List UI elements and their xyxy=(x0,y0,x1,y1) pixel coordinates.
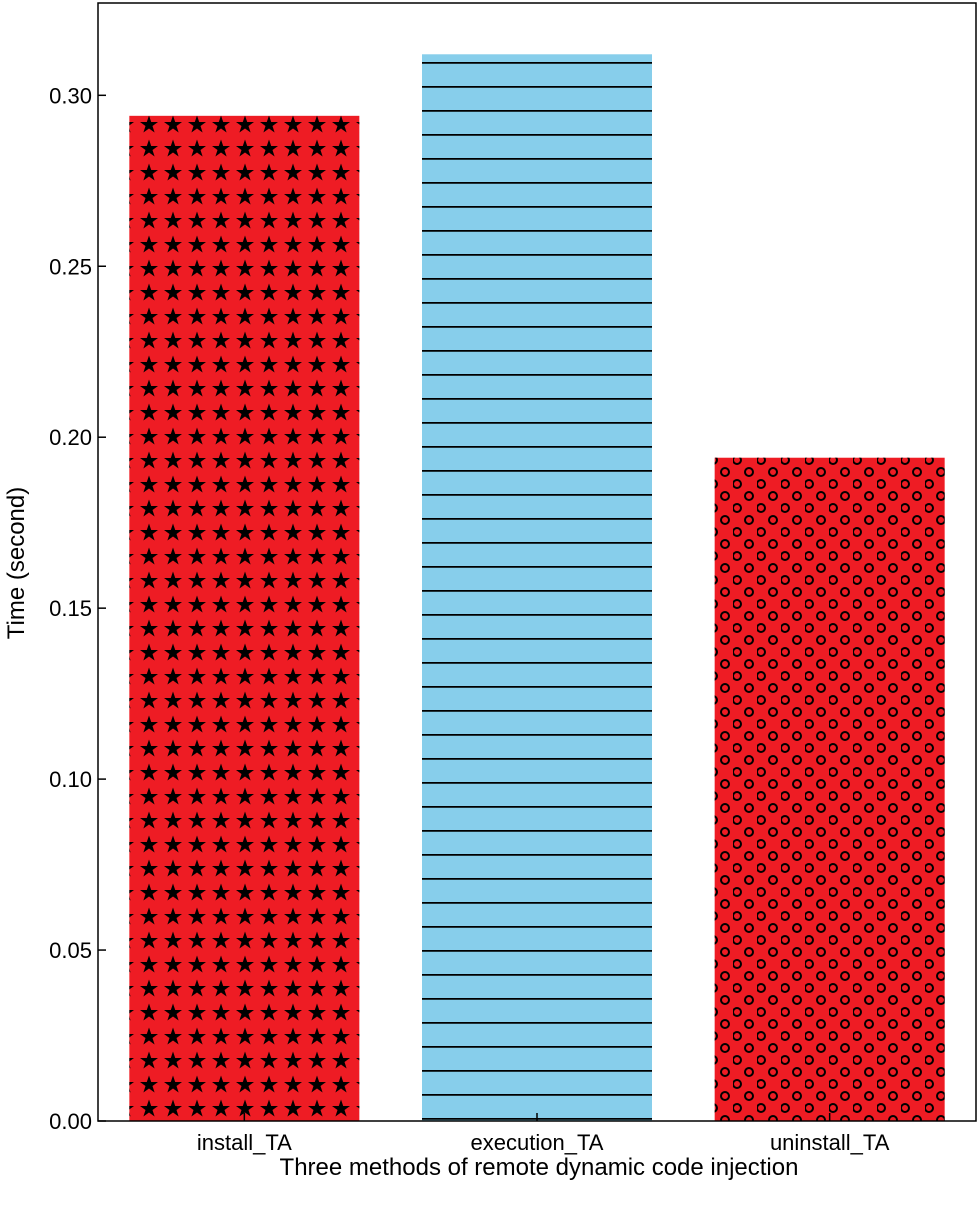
y-tick-label: 0.00 xyxy=(49,1109,92,1134)
y-axis-title: Time (second) xyxy=(3,487,30,639)
bar-pattern-uninstall_TA xyxy=(714,457,945,1122)
x-tick-label: execution_TA xyxy=(471,1130,604,1155)
plot-frame xyxy=(97,2,977,1122)
x-tick-label: install_TA xyxy=(197,1130,292,1155)
y-axis: 0.00 0.05 0.10 0.15 0.20 0.25 0.30 xyxy=(49,83,106,1134)
bar-pattern-execution_TA xyxy=(422,54,652,1121)
y-tick-label: 0.30 xyxy=(49,83,92,108)
y-tick-label: 0.05 xyxy=(49,938,92,963)
y-tick-label: 0.10 xyxy=(49,767,92,792)
bar-pattern-install_TA xyxy=(129,115,360,1122)
y-tick-label: 0.20 xyxy=(49,425,92,450)
x-tick-label: uninstall_TA xyxy=(770,1130,890,1155)
x-axis-title: Three methods of remote dynamic code inj… xyxy=(280,1154,799,1181)
x-axis: install_TA execution_TA uninstall_TA xyxy=(197,1113,890,1155)
bars-group xyxy=(129,54,945,1122)
y-tick-label: 0.25 xyxy=(49,254,92,279)
y-tick-label: 0.15 xyxy=(49,596,92,621)
